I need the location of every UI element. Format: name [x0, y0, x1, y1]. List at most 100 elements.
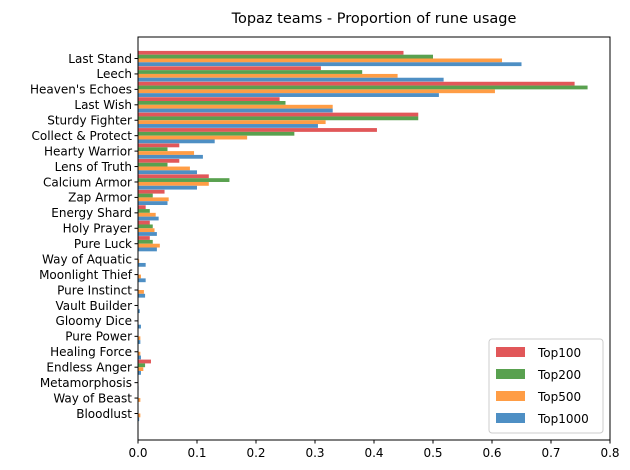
x-tick-label: 0.4: [364, 446, 383, 460]
y-tick-label: Zap Armor: [68, 191, 132, 205]
bar-top100-7: [138, 158, 180, 163]
bar-top1000-12: [138, 247, 157, 252]
x-tick-label: 0.5: [423, 446, 442, 460]
bar-top1000-3: [138, 108, 333, 113]
legend-swatch-top200: [496, 369, 525, 379]
x-axis: 0.0 0.1 0.2 0.3 0.4 0.5 0.6 0.7 0.8: [128, 440, 620, 460]
y-tick-label: Vault Builder: [55, 299, 132, 313]
bar-top100-9: [138, 189, 165, 194]
bar-top1000-7: [138, 170, 197, 175]
bar-top1000-19: [138, 355, 141, 360]
bar-top500-8: [138, 181, 209, 186]
y-tick-label: Heaven's Echoes: [30, 83, 132, 97]
bar-top100-8: [138, 174, 209, 179]
bar-top1000-10: [138, 216, 159, 221]
bar-top1000-9: [138, 201, 168, 206]
bar-top1000-16: [138, 309, 140, 314]
bar-top200-11: [138, 224, 153, 229]
bar-top500-22: [138, 398, 141, 402]
bar-top200-9: [138, 193, 153, 198]
bar-top1000-11: [138, 232, 157, 236]
bar-top200-6: [138, 147, 168, 152]
x-tick-label: 0.6: [482, 446, 501, 460]
bar-top500-11: [138, 228, 155, 233]
bar-top1000-20: [138, 370, 141, 375]
bar-top1000-5: [138, 139, 215, 144]
legend-label-top1000: Top1000: [537, 412, 589, 426]
legend: Top100 Top200 Top500 Top1000: [488, 338, 604, 434]
legend-swatch-top100: [496, 347, 525, 357]
bar-top100-3: [138, 97, 280, 102]
bar-top100-4: [138, 112, 419, 117]
y-tick-label: Leech: [97, 67, 132, 81]
legend-label-top500: Top500: [537, 390, 581, 404]
y-tick-label: Last Stand: [68, 52, 132, 66]
bar-top100-6: [138, 143, 180, 148]
bar-top500-1: [138, 73, 398, 78]
bar-top100-2: [138, 81, 575, 86]
bar-top100-5: [138, 128, 377, 132]
bar-top500-15: [138, 290, 144, 294]
y-tick-label: Endless Anger: [46, 360, 132, 374]
bar-top500-20: [138, 367, 144, 371]
bar-top100-11: [138, 220, 150, 225]
bar-top500-13: [138, 259, 140, 263]
bar-top100-20: [138, 359, 151, 364]
bar-top200-2: [138, 85, 588, 90]
bar-top200-1: [138, 70, 363, 74]
bar-top100-12: [138, 236, 150, 240]
bar-top200-5: [138, 131, 295, 136]
legend-label-top100: Top100: [537, 346, 581, 360]
y-tick-label: Sturdy Fighter: [47, 114, 132, 128]
bar-top1000-13: [138, 262, 146, 267]
x-tick-label: 0.8: [600, 446, 619, 460]
y-tick-label: Energy Shard: [51, 206, 132, 220]
bar-top500-3: [138, 104, 333, 109]
y-tick-label: Moonlight Thief: [39, 268, 133, 282]
y-tick-label: Way of Beast: [53, 391, 132, 405]
bar-top500-0: [138, 58, 503, 63]
bar-top500-19: [138, 351, 141, 356]
x-tick-label: 0.7: [541, 446, 560, 460]
bar-top200-20: [138, 363, 146, 368]
bar-top200-0: [138, 54, 433, 59]
y-tick-label: Metamorphosis: [40, 376, 132, 390]
bar-top1000-1: [138, 77, 444, 82]
bar-top500-23: [138, 413, 141, 418]
bar-top1000-6: [138, 154, 203, 159]
bar-top1000-8: [138, 185, 197, 190]
bar-top1000-23: [138, 417, 140, 422]
y-tick-label: Calcium Armor: [43, 175, 132, 189]
chart-title: Topaz teams - Proportion of rune usage: [231, 11, 517, 27]
bar-top100-10: [138, 205, 146, 210]
bar-top200-3: [138, 101, 286, 105]
bar-top500-5: [138, 135, 248, 140]
y-tick-label: Hearty Warrior: [44, 144, 132, 158]
bar-top200-10: [138, 209, 150, 213]
legend-box: [488, 338, 604, 434]
bar-top500-9: [138, 197, 169, 202]
bar-top500-7: [138, 166, 190, 171]
bar-top500-14: [138, 274, 141, 279]
y-tick-label: Pure Power: [65, 330, 132, 344]
bar-top1000-17: [138, 324, 141, 329]
y-tick-label: Collect & Protect: [32, 129, 133, 143]
legend-swatch-top1000: [496, 413, 525, 423]
bar-top500-4: [138, 120, 326, 125]
bar-top100-1: [138, 66, 321, 71]
bar-top500-2: [138, 89, 495, 94]
y-tick-label: Way of Aquatic: [42, 252, 132, 266]
x-tick-label: 0.3: [305, 446, 324, 460]
bar-top200-7: [138, 162, 168, 167]
bar-top200-8: [138, 178, 230, 182]
bar-top1000-4: [138, 124, 318, 128]
x-tick-label: 0.1: [187, 446, 206, 460]
bar-top500-10: [138, 212, 156, 217]
y-tick-label: Pure Instinct: [57, 283, 132, 297]
x-tick-label: 0.0: [128, 446, 147, 460]
legend-swatch-top500: [496, 391, 525, 401]
bar-top1000-2: [138, 93, 439, 97]
